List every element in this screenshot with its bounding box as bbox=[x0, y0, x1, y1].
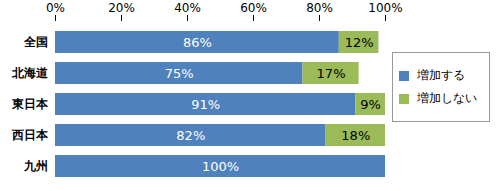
svg-text:12%: 12% bbox=[345, 35, 374, 50]
svg-text:91%: 91% bbox=[191, 97, 220, 112]
svg-text:100%: 100% bbox=[368, 1, 402, 15]
html-text:増加しない: 増加しない bbox=[417, 91, 477, 105]
html-text:増加する: 増加する bbox=[417, 68, 465, 82]
svg-text:北海道: 北海道 bbox=[11, 66, 49, 80]
svg-text:九州: 九州 bbox=[23, 159, 48, 173]
svg-text:17%: 17% bbox=[317, 66, 346, 81]
svg-text:20%: 20% bbox=[108, 1, 135, 15]
svg-text:東日本: 東日本 bbox=[11, 97, 49, 111]
svg-text:82%: 82% bbox=[176, 128, 205, 143]
svg-text:80%: 80% bbox=[306, 1, 333, 15]
svg-text:40%: 40% bbox=[174, 1, 201, 15]
svg-text:0%: 0% bbox=[46, 1, 65, 15]
svg-text:全国: 全国 bbox=[23, 35, 48, 49]
svg-text:60%: 60% bbox=[240, 1, 267, 15]
svg-text:18%: 18% bbox=[341, 128, 370, 143]
svg-text:西日本: 西日本 bbox=[11, 128, 49, 142]
svg-text:75%: 75% bbox=[165, 66, 194, 81]
svg-text:100%: 100% bbox=[202, 159, 239, 174]
svg-text:86%: 86% bbox=[183, 35, 212, 50]
svg-text:9%: 9% bbox=[360, 97, 381, 112]
